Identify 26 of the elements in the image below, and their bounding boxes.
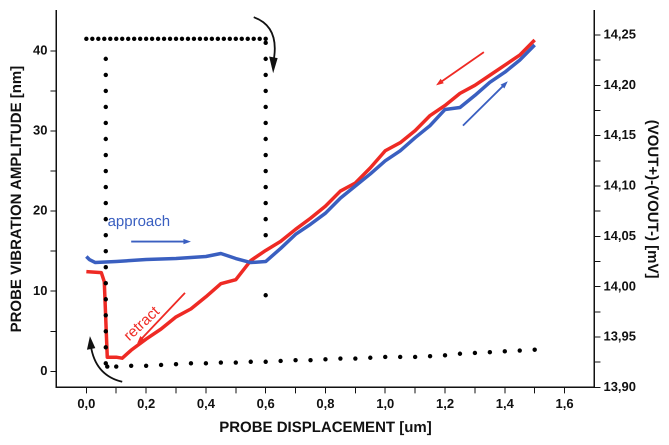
x-tick-label: 1,4 — [496, 396, 515, 411]
x-tick-label: 0,8 — [316, 396, 335, 411]
annotation: approach — [108, 212, 170, 230]
y-tick-label: 10 — [32, 282, 48, 298]
y2-tick-label: 13,95 — [603, 328, 636, 344]
x-tick-label: 0,2 — [137, 396, 156, 411]
y2-tick-label: 14,15 — [603, 127, 636, 142]
y2-tick-label: 14,05 — [603, 228, 636, 243]
y-tick-label: 30 — [32, 122, 48, 138]
x-axis-title: PROBE DISPLACEMENT [um] — [219, 419, 432, 436]
y2-tick-label: 14,25 — [603, 26, 636, 42]
x-tick-label: 1,2 — [436, 396, 454, 411]
x-tick-label: 0,4 — [196, 396, 216, 411]
x-tick-label: 0,0 — [77, 396, 96, 411]
y2-axis-title: (VOUT+)-(VOUT-) [mV] — [644, 120, 661, 278]
y2-tick-label: 14,00 — [603, 278, 636, 294]
x-tick-label: 0,6 — [256, 396, 275, 411]
y-tick-label: 40 — [32, 42, 48, 58]
y-tick-label: 0 — [40, 362, 48, 378]
y2-tick-label: 14,20 — [603, 76, 636, 92]
x-tick-label: 1,6 — [556, 396, 574, 411]
x-tick-label: 1,0 — [376, 396, 394, 411]
y-axis-title: PROBE VIBRATION AMPLITUDE [nm] — [8, 66, 26, 332]
y2-tick-label: 14,10 — [603, 178, 636, 193]
y-tick-label: 20 — [32, 202, 48, 218]
y2-tick-label: 13,90 — [603, 378, 636, 394]
